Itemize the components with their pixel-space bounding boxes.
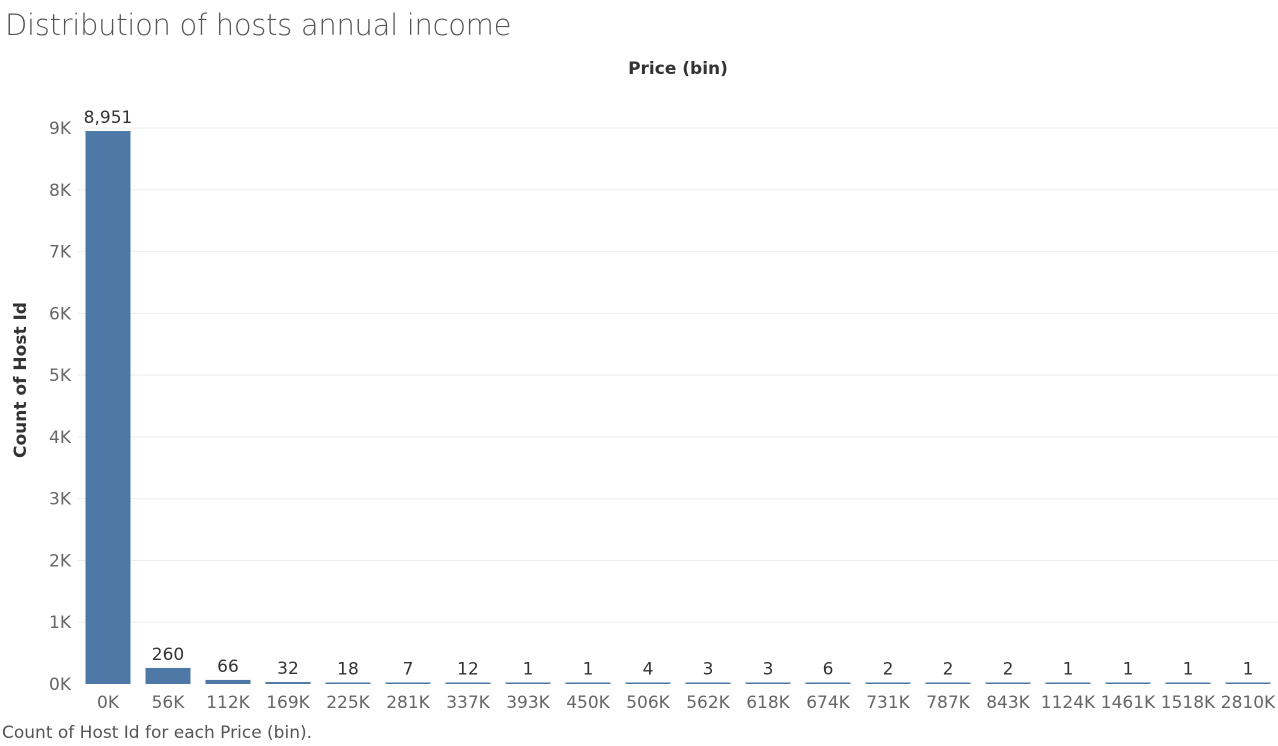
data-label-281K: 7 — [403, 660, 414, 680]
y-tick-label: 3K — [49, 490, 72, 510]
y-tick-label: 7K — [49, 243, 72, 263]
y-tick-label: 5K — [49, 366, 72, 386]
x-tick-label: 2810K — [1221, 693, 1276, 713]
bar-1518K — [1165, 682, 1211, 684]
bars — [85, 131, 1271, 685]
y-tick-label: 4K — [49, 428, 72, 448]
data-label-562K: 3 — [703, 660, 714, 680]
x-tick-label: 169K — [266, 693, 310, 713]
x-tick-label: 450K — [566, 693, 610, 713]
data-label-169K: 32 — [277, 659, 299, 679]
bar-1124K — [1045, 682, 1091, 684]
y-tick-label: 8K — [49, 181, 72, 201]
bar-1461K — [1105, 682, 1151, 684]
y-tick-label: 2K — [49, 551, 72, 571]
bar-731K — [865, 682, 911, 684]
x-tick-label: 112K — [206, 693, 250, 713]
bar-2810K — [1225, 682, 1271, 684]
x-tick-label: 225K — [326, 693, 370, 713]
x-tick-label: 1461K — [1101, 693, 1156, 713]
data-label-731K: 2 — [883, 660, 894, 680]
data-label-56K: 260 — [152, 645, 184, 665]
x-tick-label: 618K — [746, 693, 790, 713]
x-tick-label: 0K — [97, 693, 120, 713]
x-axis-title: Price (bin) — [628, 59, 728, 79]
y-tick-label: 6K — [49, 304, 72, 324]
bar-674K — [805, 682, 851, 684]
data-label-393K: 1 — [523, 660, 534, 680]
x-tick-label: 393K — [506, 693, 550, 713]
x-tick-label: 56K — [152, 693, 186, 713]
x-tick-label: 506K — [626, 693, 670, 713]
bar-337K — [445, 682, 491, 684]
y-tick-label: 1K — [49, 613, 72, 633]
data-label-674K: 6 — [823, 660, 834, 680]
bar-281K — [385, 682, 431, 684]
x-tick-label: 787K — [926, 693, 970, 713]
bar-169K — [265, 682, 311, 684]
data-label-2810K: 1 — [1243, 660, 1254, 680]
x-axis-ticks: 0K 56K 112K 169K 225K 281K 337K 393K 450K 506K 562… — [97, 693, 1276, 713]
x-tick-label: 562K — [686, 693, 730, 713]
x-tick-label: 337K — [446, 693, 490, 713]
bar-112K — [205, 679, 251, 684]
bar-506K — [625, 682, 671, 684]
y-tick-label: 9K — [49, 119, 72, 139]
data-label-787K: 2 — [943, 660, 954, 680]
data-label-225K: 18 — [337, 660, 359, 680]
data-label-1518K: 1 — [1183, 660, 1194, 680]
bar-618K — [745, 682, 791, 684]
bar-450K — [565, 682, 611, 684]
chart-title: Distribution of hosts annual income — [5, 8, 512, 42]
x-tick-label: 674K — [806, 693, 850, 713]
y-tick-label: 0K — [49, 675, 72, 695]
x-tick-label: 1518K — [1161, 693, 1216, 713]
x-tick-label: 281K — [386, 693, 430, 713]
y-axis-title: Count of Host Id — [11, 302, 31, 458]
data-label-0K: 8,951 — [84, 108, 133, 128]
bar-393K — [505, 682, 551, 684]
data-label-618K: 3 — [763, 660, 774, 680]
data-label-506K: 4 — [643, 660, 654, 680]
y-axis-ticks: 0K 1K 2K 3K 4K 5K 6K 7K 8K 9K — [49, 119, 72, 695]
bar-562K — [685, 682, 731, 684]
data-label-337K: 12 — [457, 660, 479, 680]
chart-caption: Count of Host Id for each Price (bin). — [2, 723, 313, 743]
bar-843K — [985, 682, 1031, 684]
x-tick-label: 1124K — [1041, 693, 1096, 713]
data-label-450K: 1 — [583, 660, 594, 680]
data-label-843K: 2 — [1003, 660, 1014, 680]
data-label-1461K: 1 — [1123, 660, 1134, 680]
grid-lines — [78, 127, 1278, 623]
bar-225K — [325, 682, 371, 684]
data-label-1124K: 1 — [1063, 660, 1074, 680]
bar-0K — [85, 131, 131, 685]
data-label-112K: 66 — [217, 657, 239, 677]
data-labels: 8,951 260 66 32 18 7 12 1 1 4 3 3 6 2 2 2 1 1 1 1 — [84, 108, 1254, 679]
x-tick-label: 843K — [986, 693, 1030, 713]
bar-56K — [145, 667, 191, 684]
x-tick-label: 731K — [866, 693, 910, 713]
bar-787K — [925, 682, 971, 684]
